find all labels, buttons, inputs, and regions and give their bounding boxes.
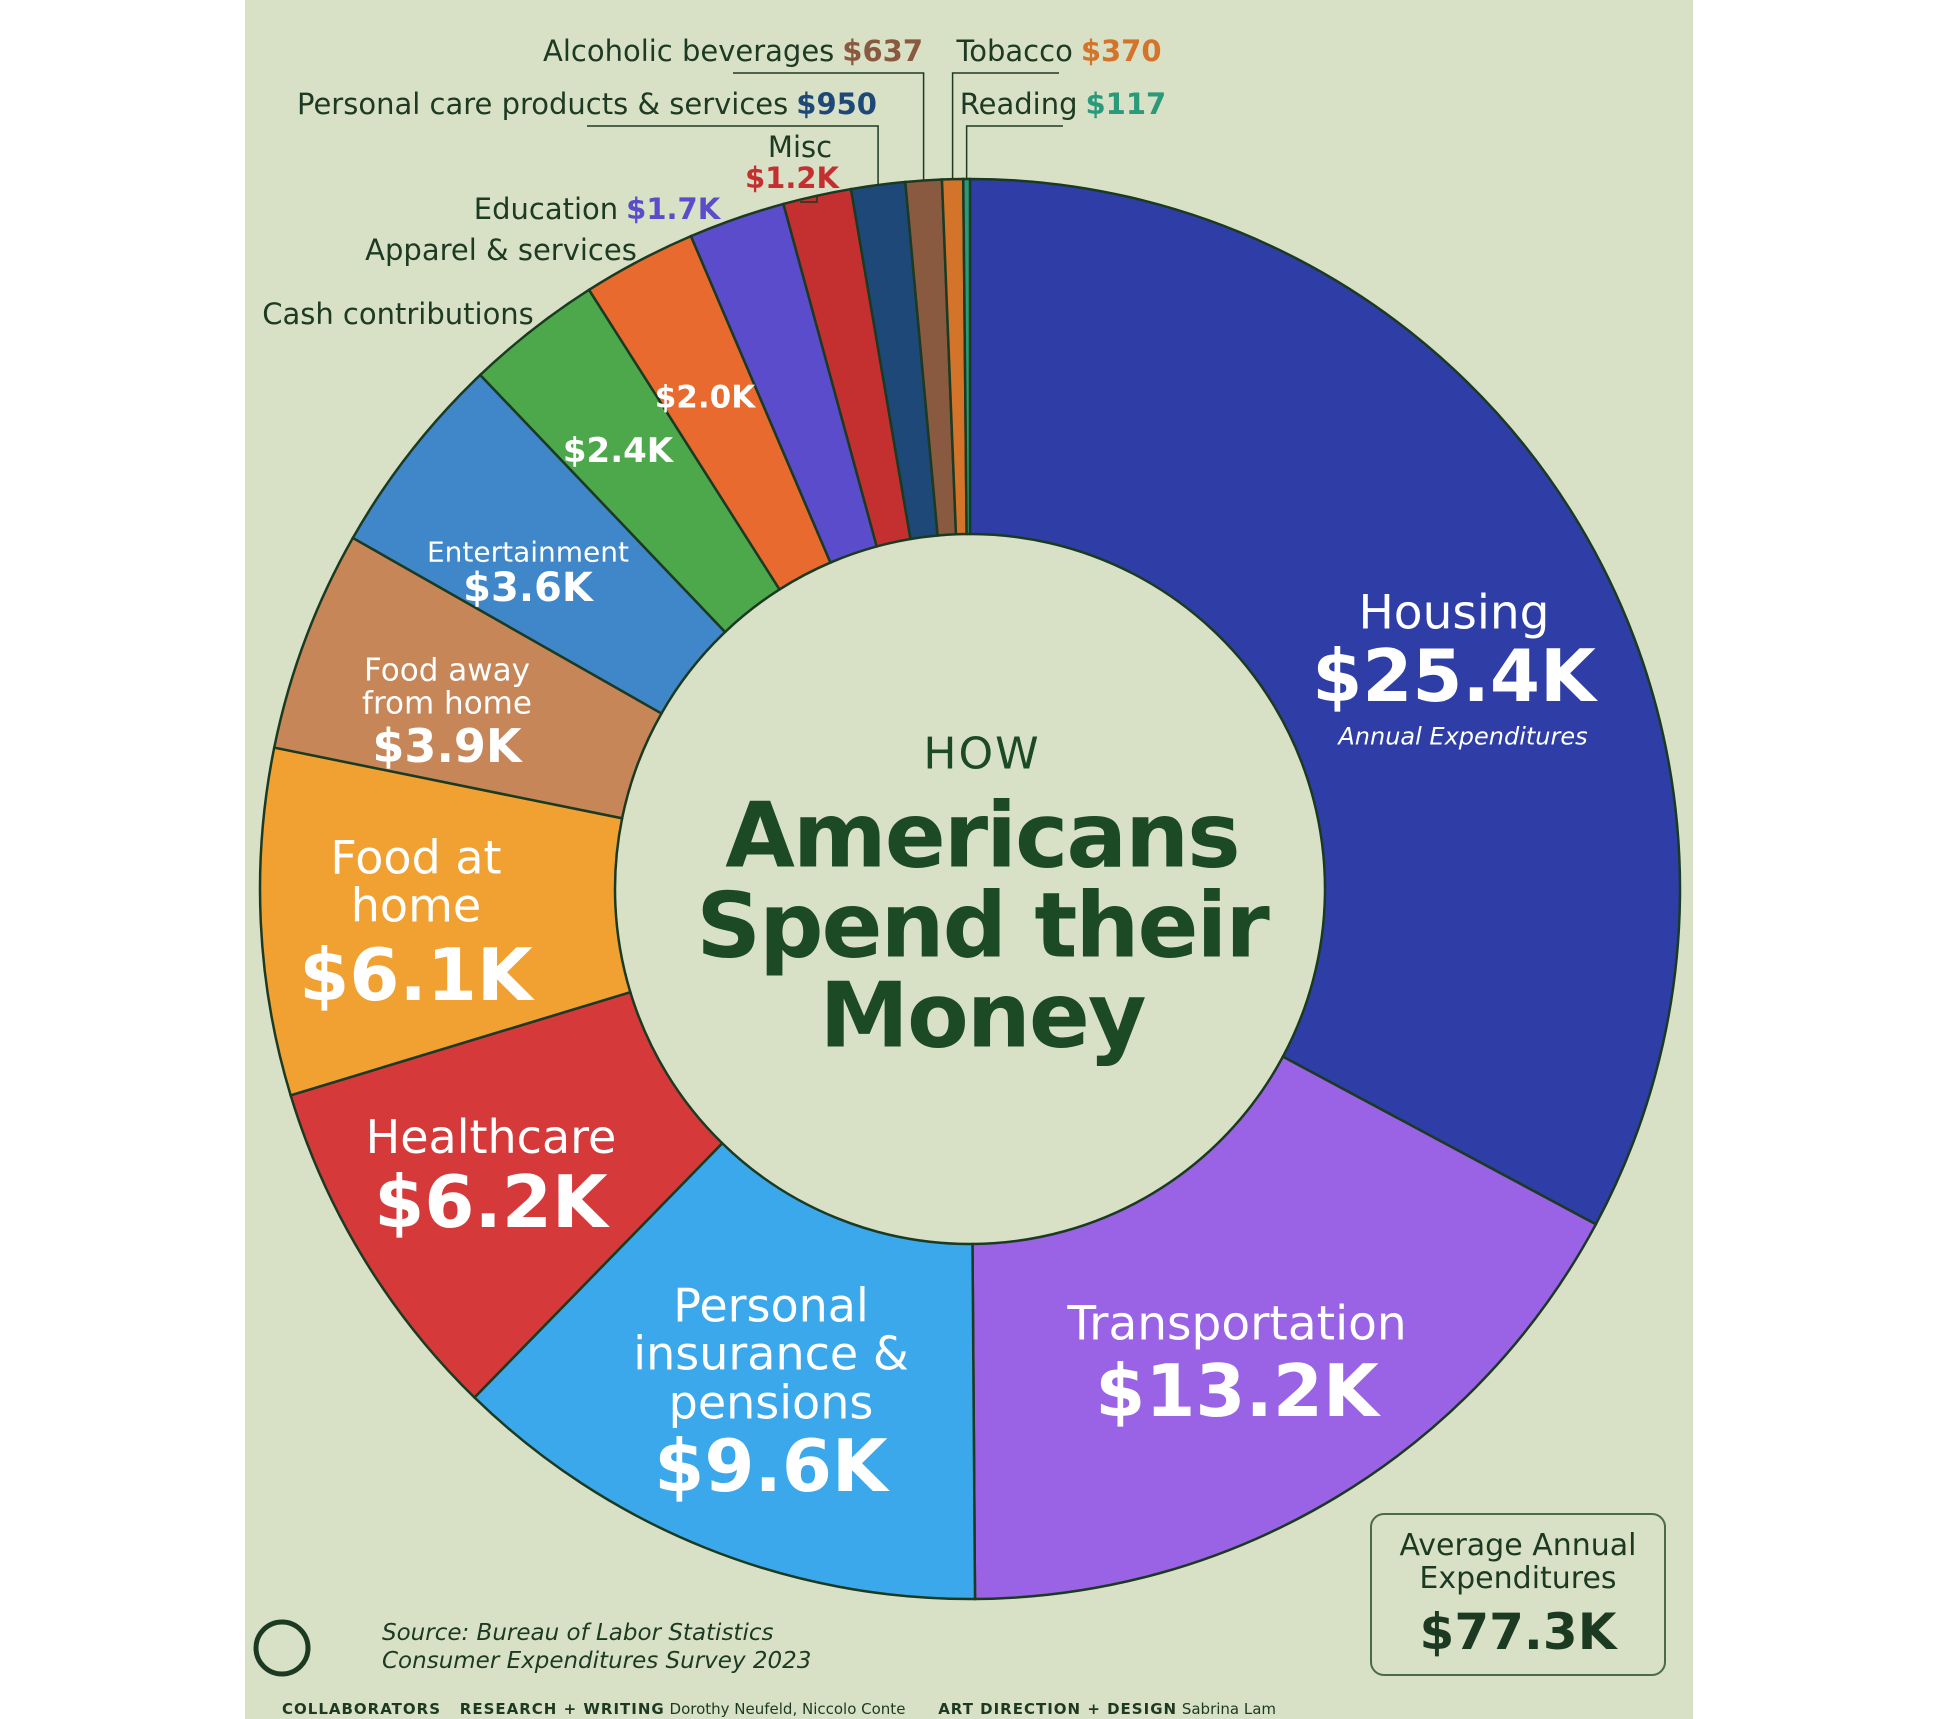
leader-line — [733, 72, 925, 181]
value-label: $2.0K — [654, 379, 756, 416]
credit-names: Sabrina Lam — [1181, 1700, 1277, 1718]
category-label: Food at home — [330, 830, 502, 933]
value-label: $2.4K — [562, 431, 674, 472]
category-label: Entertainment — [426, 535, 630, 569]
source-line: Source: Bureau of Labor Statistics — [382, 1620, 774, 1646]
total-box: Average Annual Expenditures $77.3K — [1370, 1513, 1666, 1676]
donut — [258, 177, 1682, 1601]
credit-heading: RESEARCH + WRITING — [459, 1700, 665, 1718]
category-label: Housing — [1358, 585, 1550, 641]
credit-heading: ART DIRECTION + DESIGN — [938, 1700, 1178, 1718]
credits: COLLABORATORS RESEARCH + WRITING Dorothy… — [282, 1700, 1304, 1718]
chart-title: Americans Spend their Money — [696, 783, 1269, 1069]
source: Source: Bureau of Labor Statistics Consu… — [382, 1620, 811, 1675]
value-label: $637 — [842, 33, 924, 68]
category-label: Tobacco — [956, 33, 1073, 68]
credit-names: Dorothy Neufeld, Niccolo Conte — [669, 1700, 906, 1718]
leader-line — [965, 125, 1063, 180]
title-block: HOW Americans Spend their Money — [672, 729, 1292, 1062]
value-label: $6.2K — [374, 1160, 608, 1245]
category-label: Education — [473, 191, 619, 226]
credit-brand: COLLABORATORS — [282, 1700, 442, 1718]
value-label: $6.1K — [299, 933, 533, 1018]
donut-segment — [971, 1054, 1598, 1601]
title-top: HOW — [923, 728, 1041, 780]
value-label: $1.2K — [744, 160, 840, 195]
segment-label: Reading $117 — [960, 89, 1166, 119]
logo — [253, 1619, 311, 1677]
category-label: Alcoholic beverages — [542, 33, 835, 68]
segment-label: Tobacco $370 — [956, 36, 1161, 66]
donut-segment — [472, 1141, 977, 1601]
category-label: Food away from home — [362, 652, 532, 721]
value-label: $25.4K — [1312, 634, 1596, 719]
value-label: $13.2K — [1095, 1349, 1379, 1434]
category-label: Apparel & services — [365, 232, 637, 267]
annotation: Annual Expenditures — [1338, 722, 1588, 751]
total-value: $77.3K — [1419, 1603, 1617, 1661]
segment-label: Alcoholic beverages $637 — [543, 36, 923, 66]
category-label: Cash contributions — [262, 296, 534, 331]
total-label: Average Annual Expenditures — [1399, 1528, 1637, 1596]
category-label: Misc — [767, 129, 833, 164]
value-label: $3.9K — [372, 718, 522, 773]
leader-line — [800, 195, 818, 203]
value-label: $3.6K — [463, 565, 593, 611]
segment-label: Education $1.7K — [474, 194, 720, 224]
category-label: Personal insurance & pensions — [633, 1278, 909, 1430]
value-label: $1.7K — [626, 191, 721, 226]
leader-line — [951, 72, 1059, 180]
category-label: Healthcare — [365, 1109, 617, 1164]
donut-segment — [289, 990, 725, 1400]
donut-segment — [968, 177, 1682, 1226]
value-label: $117 — [1085, 86, 1167, 121]
category-label: Transportation — [1067, 1296, 1407, 1352]
category-label: Reading — [959, 86, 1078, 121]
value-label: $950 — [796, 86, 877, 121]
segment-label: Personal care products & services $950 — [297, 89, 877, 119]
donut-segment — [961, 177, 972, 536]
value-label: $9.6K — [654, 1424, 888, 1509]
value-label: $370 — [1080, 33, 1162, 68]
category-label: Personal care products & services — [297, 86, 789, 121]
source-line: Consumer Expenditures Survey 2023 — [382, 1647, 812, 1674]
leader-line — [587, 125, 879, 185]
